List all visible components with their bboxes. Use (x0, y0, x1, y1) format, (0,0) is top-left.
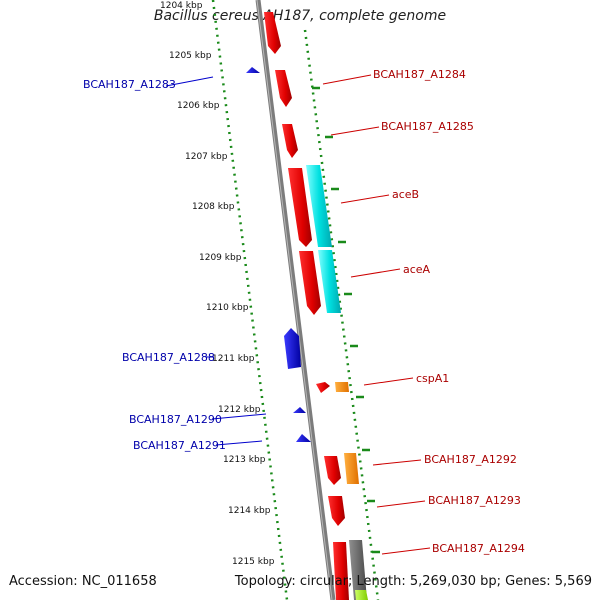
gene-arrow-red (333, 542, 349, 600)
tick-label: 1211 kbp (212, 354, 255, 364)
gene-arrow-blue (284, 328, 301, 369)
tick-label: 1210 kbp (206, 303, 249, 313)
gene-label: BCAH187_A1288 (122, 351, 215, 364)
gene-arrow-red (316, 382, 330, 393)
map-title: Bacillus cereus AH187, complete genome (153, 8, 447, 24)
accession-text: Accession: NC_011658 (9, 574, 157, 589)
tick-label: 1212 kbp (218, 405, 261, 415)
gene-label: BCAH187_A1293 (428, 494, 521, 507)
gene-arrow-blue (246, 67, 260, 73)
gene-label: BCAH187_A1294 (432, 542, 525, 555)
gene-label: BCAH187_A1290 (129, 413, 222, 426)
gene-arrow-red (299, 251, 321, 315)
gene-label: BCAH187_A1285 (381, 120, 474, 133)
gene-arrow-red (282, 124, 298, 158)
forward-genes (264, 12, 349, 600)
tick-label: 1213 kbp (223, 455, 266, 465)
feature-block-orange (344, 453, 359, 484)
feature-block-orange (335, 382, 349, 392)
genome-backbone (255, 0, 336, 600)
gene-arrow-blue (293, 407, 306, 413)
tick-label: 1204 kbp (160, 1, 203, 11)
right-gene-labels: BCAH187_A1284 BCAH187_A1285 aceB aceA cs… (322, 68, 525, 555)
feature-block-gray (349, 540, 367, 600)
gene-label: cspA1 (416, 372, 449, 385)
gene-arrow-red (324, 456, 341, 485)
gene-arrow-red (328, 496, 345, 526)
gene-label: BCAH187_A1284 (373, 68, 466, 81)
gene-arrow-red (275, 70, 292, 107)
gene-label: BCAH187_A1283 (83, 78, 176, 91)
feature-block-cyan (306, 165, 332, 247)
gene-arrow-blue (296, 434, 311, 442)
tick-label: 1205 kbp (169, 51, 212, 61)
feature-block-lime (355, 590, 368, 600)
feature-blocks (306, 165, 368, 600)
tick-label: 1206 kbp (177, 101, 220, 111)
gene-label: aceB (392, 188, 419, 201)
gene-label: BCAH187_A1291 (133, 439, 226, 452)
tick-label: 1214 kbp (228, 506, 271, 516)
reverse-genes (246, 67, 311, 442)
gene-arrow-red (288, 168, 312, 247)
left-track (211, 0, 289, 600)
feature-block-cyan (318, 250, 341, 313)
right-tick-marks (312, 86, 380, 554)
right-track (303, 29, 380, 600)
left-gene-labels: BCAH187_A1283 BCAH187_A1288 BCAH187_A129… (83, 76, 267, 452)
tick-label: 1209 kbp (199, 253, 242, 263)
topology-text: Topology: circular; Length: 5,269,030 bp… (234, 574, 592, 589)
tick-label: 1215 kbp (232, 557, 275, 567)
tick-label: 1207 kbp (185, 152, 228, 162)
tick-label: 1208 kbp (192, 202, 235, 212)
gene-label: aceA (403, 263, 431, 276)
scale-ticks: 1204 kbp 1205 kbp 1206 kbp 1207 kbp 1208… (160, 1, 275, 567)
gene-arrow-red (264, 12, 281, 54)
gene-label: BCAH187_A1292 (424, 453, 517, 466)
